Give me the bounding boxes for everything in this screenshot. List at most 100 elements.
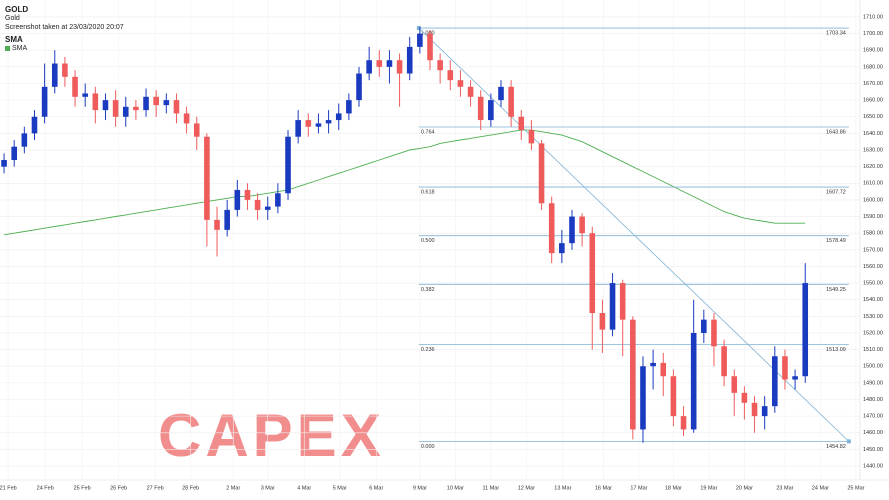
candle-body <box>741 392 748 403</box>
candle-body <box>254 199 261 210</box>
x-tick-label: 13 Mar <box>554 485 571 491</box>
y-tick-label: 1630.00 <box>863 147 883 153</box>
legend-label: SMA <box>12 45 28 52</box>
candle-body <box>640 366 646 430</box>
x-tick-label: 24 Mar <box>812 485 829 491</box>
x-tick-label: 21 Feb <box>0 485 17 491</box>
candle-body <box>62 63 68 77</box>
candle-body <box>356 73 362 101</box>
x-tick-label: 6 Mar <box>369 485 383 491</box>
candle-body <box>579 216 585 234</box>
instrument-name: Gold <box>5 15 20 22</box>
candle-body <box>437 60 443 71</box>
candle-body <box>366 60 372 74</box>
candle-body <box>173 100 180 114</box>
y-tick-label: 1570.00 <box>863 247 883 253</box>
y-tick-label: 1650.00 <box>863 114 883 120</box>
candle-body <box>417 33 423 47</box>
fib-price: 1513.09 <box>826 347 846 353</box>
y-tick-label: 1440.00 <box>863 463 883 469</box>
candle-body <box>325 120 332 124</box>
candle-body <box>51 63 58 87</box>
x-tick-label: 28 Feb <box>182 485 199 491</box>
candle-body <box>386 60 393 67</box>
x-tick-label: 12 Mar <box>518 485 535 491</box>
candle-body <box>518 116 525 131</box>
legend: SMA <box>5 44 124 53</box>
y-tick-label: 1590.00 <box>863 214 883 220</box>
fib-price: 1703.34 <box>826 30 846 36</box>
candle-body <box>477 96 484 121</box>
candle-body <box>295 120 301 137</box>
y-tick-label: 1620.00 <box>863 164 883 170</box>
candle-body <box>82 93 88 97</box>
candle-body <box>559 243 565 254</box>
fib-ratio: 0.500 <box>421 238 435 244</box>
candle-body <box>528 130 535 144</box>
candle-body <box>92 93 99 111</box>
candle-body <box>102 100 109 111</box>
candle-body <box>447 70 454 81</box>
x-tick-label: 20 Mar <box>736 485 753 491</box>
candle-body <box>305 120 312 127</box>
x-tick-label: 26 Feb <box>110 485 127 491</box>
y-tick-label: 1710.00 <box>863 14 883 20</box>
x-tick-label: 18 Mar <box>665 485 682 491</box>
y-tick-label: 1700.00 <box>863 31 883 37</box>
x-tick-label: 16 Mar <box>595 485 612 491</box>
candle-body <box>599 313 606 330</box>
candle-body <box>619 283 626 320</box>
y-tick-label: 1610.00 <box>863 181 883 187</box>
y-tick-label: 1690.00 <box>863 48 883 54</box>
candle-body <box>1 160 7 167</box>
candle-body <box>275 193 281 207</box>
y-tick-label: 1450.00 <box>863 447 883 453</box>
candle-body <box>802 283 809 377</box>
y-tick-label: 1680.00 <box>863 64 883 70</box>
candle-body <box>731 376 738 393</box>
legend-swatch <box>5 46 10 51</box>
candle-body <box>751 402 758 417</box>
fib-ratio: 0.000 <box>421 444 435 450</box>
candle-body <box>650 362 656 367</box>
trend-handle <box>846 439 851 444</box>
candle-body <box>508 86 514 117</box>
x-tick-label: 17 Mar <box>630 485 647 491</box>
indicator-title: SMA <box>5 35 23 44</box>
x-tick-label: 3 Mar <box>261 485 275 491</box>
candle-body <box>335 113 342 121</box>
candle-body <box>244 189 251 200</box>
candle-body <box>21 133 28 147</box>
candle-body <box>163 100 170 106</box>
candle-body <box>396 60 403 74</box>
candle-body <box>31 116 38 134</box>
fib-ratio: 0.764 <box>421 129 435 135</box>
candle-body <box>488 100 494 121</box>
fib-ratio: 0.236 <box>421 347 435 353</box>
fib-price: 1578.49 <box>826 238 846 244</box>
fib-price: 1454.82 <box>826 444 846 450</box>
x-tick-label: 9 Mar <box>413 485 427 491</box>
candle-body <box>690 332 697 430</box>
candle-body <box>133 106 139 111</box>
candle-body <box>214 219 220 230</box>
candle-body <box>589 233 596 314</box>
y-tick-label: 1580.00 <box>863 231 883 237</box>
candle-body <box>112 100 119 117</box>
candle-body <box>376 60 383 67</box>
candle-body <box>548 203 555 254</box>
candle-body <box>660 362 667 377</box>
candle-body <box>406 46 413 74</box>
screenshot-time: Screenshot taken at 23/03/2020 20:07 <box>5 24 124 31</box>
candle-body <box>721 346 727 377</box>
y-tick-label: 1550.00 <box>863 281 883 287</box>
y-tick-label: 1480.00 <box>863 397 883 403</box>
candle-body <box>234 189 241 210</box>
x-tick-label: 11 Mar <box>482 485 499 491</box>
candle-body <box>538 143 545 204</box>
y-tick-label: 1670.00 <box>863 81 883 87</box>
candle-body <box>792 376 798 380</box>
candle-body <box>264 206 271 210</box>
y-tick-label: 1520.00 <box>863 330 883 336</box>
header: GOLD Gold Screenshot taken at 23/03/2020… <box>5 5 124 53</box>
